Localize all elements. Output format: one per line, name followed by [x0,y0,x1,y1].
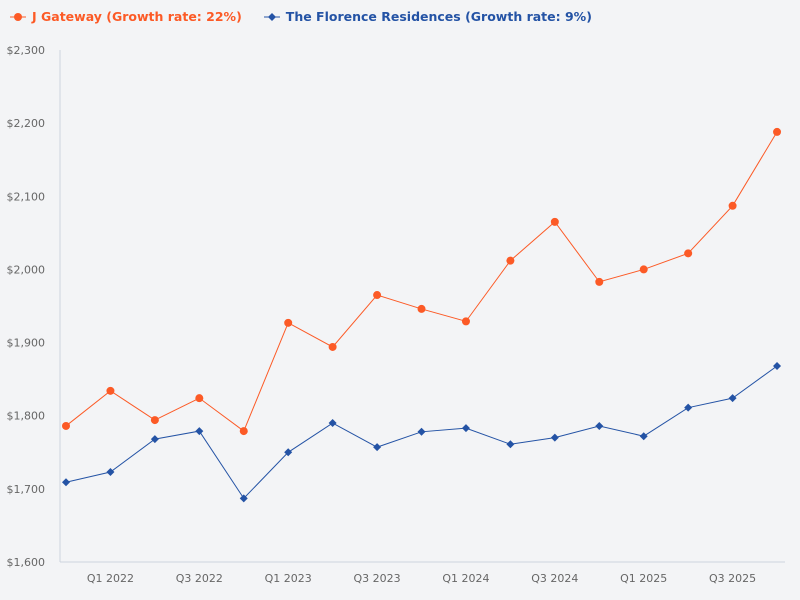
data-point [284,448,293,457]
diamond-marker-icon [263,12,280,21]
data-point [461,317,470,326]
data-point [373,443,382,452]
data-point [550,433,559,442]
legend: J Gateway (Growth rate: 22%) The Florenc… [10,9,592,24]
y-tick-label: $2,000 [7,263,46,276]
data-point [728,394,737,403]
data-point [684,249,693,258]
data-point [284,318,293,327]
data-point [106,386,115,395]
data-point [773,361,782,370]
data-point [595,421,604,430]
y-tick-label: $1,600 [7,556,46,569]
data-point [150,416,159,425]
data-point [773,127,782,136]
x-tick-label: Q3 2023 [354,572,401,585]
legend-item-florence[interactable]: The Florence Residences (Growth rate: 9%… [263,9,592,24]
y-tick-label: $1,800 [7,410,46,423]
legend-label: The Florence Residences (Growth rate: 9%… [285,9,592,24]
y-tick-label: $2,300 [7,44,46,57]
data-point [239,494,248,503]
data-point [239,427,248,436]
data-point [195,427,204,436]
data-point [728,201,737,210]
data-point [506,440,515,449]
data-point [62,421,70,430]
y-tick-label: $2,100 [7,190,46,203]
data-point [639,265,648,274]
x-tick-label: Q1 2024 [442,572,489,585]
data-point [62,478,70,487]
legend-item-j-gateway[interactable]: J Gateway (Growth rate: 22%) [10,9,242,24]
y-tick-label: $1,700 [7,483,46,496]
data-point [417,427,426,436]
x-tick-label: Q1 2023 [265,572,312,585]
data-point [550,217,559,226]
data-point [684,403,693,412]
x-tick-label: Q3 2024 [531,572,578,585]
data-point [328,342,337,351]
series-line [65,131,778,432]
y-tick-label: $2,200 [7,117,46,130]
data-point [639,432,648,441]
data-point [595,277,604,286]
data-point [506,256,515,265]
legend-label: J Gateway (Growth rate: 22%) [32,9,242,24]
data-point [373,291,382,300]
x-tick-label: Q1 2022 [87,572,134,585]
x-tick-label: Q1 2025 [620,572,667,585]
y-tick-label: $1,900 [7,337,46,350]
circle-marker-icon [10,12,26,21]
x-tick-label: Q3 2022 [176,572,223,585]
data-point [195,394,204,403]
x-tick-label: Q3 2025 [709,572,756,585]
data-point [328,419,337,428]
data-point [150,435,159,444]
data-point [106,468,115,477]
data-point [461,424,470,433]
data-point [417,304,426,313]
